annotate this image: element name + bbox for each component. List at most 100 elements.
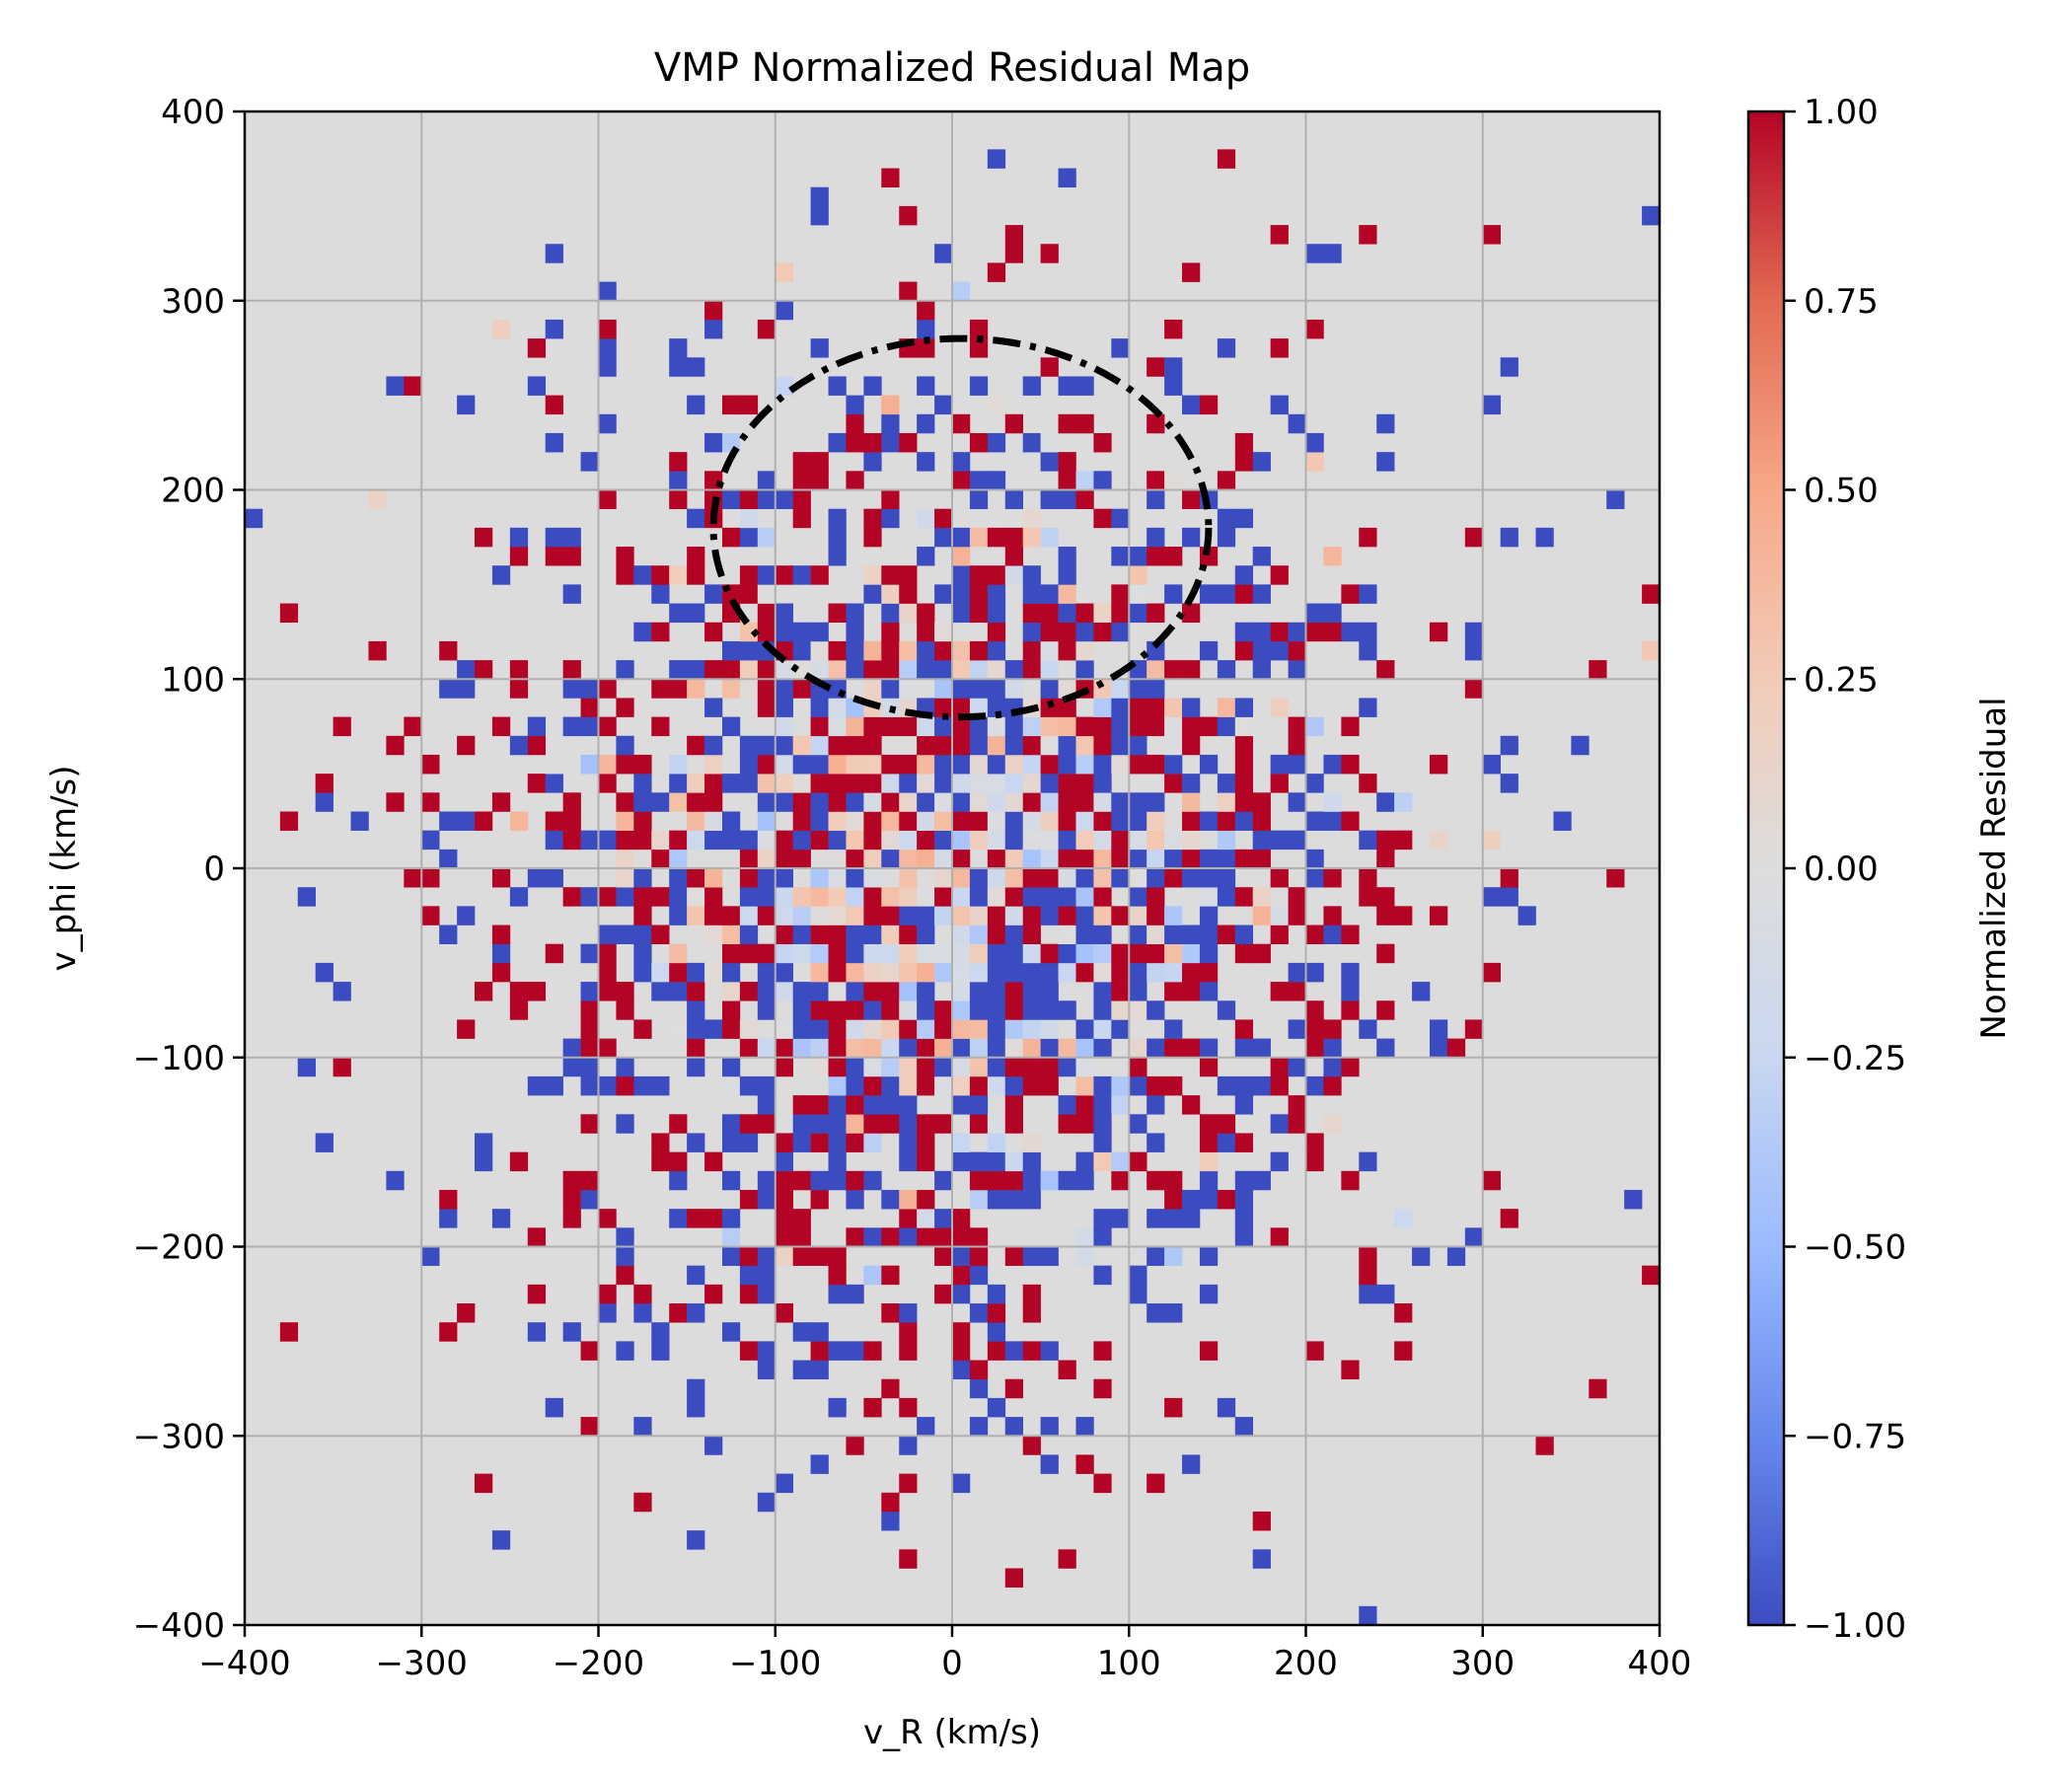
heatmap-cell bbox=[828, 943, 847, 964]
heatmap-cell bbox=[792, 1019, 811, 1039]
heatmap-cell bbox=[721, 1246, 741, 1266]
heatmap-cell bbox=[1217, 1397, 1236, 1418]
heatmap-cell bbox=[1040, 1454, 1059, 1474]
heatmap-cell bbox=[917, 603, 935, 624]
heatmap-cell bbox=[669, 1303, 688, 1323]
heatmap-cell bbox=[881, 1038, 900, 1059]
heatmap-cell bbox=[1022, 754, 1041, 775]
heatmap-cell bbox=[1270, 774, 1289, 793]
heatmap-cell bbox=[1234, 1189, 1254, 1210]
heatmap-cell bbox=[828, 792, 847, 812]
x-tick-label: 300 bbox=[1450, 1644, 1515, 1683]
heatmap-cell bbox=[881, 1189, 900, 1210]
heatmap-cell bbox=[1004, 716, 1023, 737]
heatmap-cell bbox=[899, 906, 918, 925]
heatmap-cell bbox=[1040, 584, 1059, 604]
heatmap-cell bbox=[562, 1322, 581, 1342]
heatmap-cell bbox=[1182, 982, 1201, 1001]
heatmap-cell bbox=[863, 1000, 882, 1020]
heatmap-cell bbox=[1500, 1209, 1518, 1228]
heatmap-cell bbox=[792, 792, 811, 812]
heatmap-cell bbox=[509, 811, 529, 831]
heatmap-cell bbox=[969, 660, 989, 680]
colorbar-tick-label: 0.25 bbox=[1804, 660, 1879, 700]
heatmap-cell bbox=[863, 432, 882, 453]
heatmap-cell bbox=[545, 1075, 563, 1096]
heatmap-cell bbox=[1217, 584, 1236, 604]
y-tick-label: 400 bbox=[161, 93, 225, 132]
heatmap-cell bbox=[917, 906, 935, 925]
heatmap-cell bbox=[792, 906, 811, 925]
heatmap-cell bbox=[987, 1322, 1006, 1342]
heatmap-cell bbox=[1305, 849, 1324, 869]
heatmap-cell bbox=[1040, 1417, 1059, 1437]
heatmap-cell bbox=[1164, 1397, 1183, 1418]
heatmap-cell bbox=[669, 471, 688, 490]
heatmap-cell bbox=[969, 1075, 989, 1096]
heatmap-cell bbox=[757, 1075, 777, 1096]
axes: −400 −300 −200 −100 0 100 200 300 40040030020010… bbox=[133, 93, 1692, 1683]
heatmap-cell bbox=[633, 754, 652, 775]
heatmap-cell bbox=[1093, 982, 1112, 1001]
heatmap-cell bbox=[1323, 1114, 1342, 1134]
heatmap-cell bbox=[917, 300, 935, 321]
heatmap-cell bbox=[792, 849, 811, 869]
heatmap-cell bbox=[899, 660, 918, 680]
heatmap-cell bbox=[917, 547, 935, 566]
heatmap-cell bbox=[739, 830, 759, 851]
heatmap-cell bbox=[969, 830, 989, 851]
heatmap-cell bbox=[704, 792, 723, 812]
heatmap-cell bbox=[598, 1209, 617, 1228]
heatmap-cell bbox=[669, 603, 688, 624]
heatmap-cell bbox=[1058, 716, 1076, 737]
heatmap-cell bbox=[1359, 225, 1377, 245]
heatmap-cell bbox=[1164, 1038, 1183, 1059]
heatmap-cell bbox=[1517, 906, 1536, 925]
heatmap-cell bbox=[792, 830, 811, 851]
heatmap-cell bbox=[1004, 1057, 1023, 1077]
heatmap-cell bbox=[509, 527, 529, 548]
heatmap-cell bbox=[1040, 432, 1059, 453]
heatmap-cell bbox=[562, 1209, 581, 1228]
heatmap-cell bbox=[616, 735, 634, 756]
heatmap-cell bbox=[669, 565, 688, 585]
heatmap-cell bbox=[687, 357, 705, 377]
heatmap-cell bbox=[969, 1038, 989, 1059]
heatmap-cell bbox=[775, 735, 793, 756]
heatmap-cell bbox=[1075, 1095, 1094, 1115]
heatmap-cell bbox=[899, 1075, 918, 1096]
heatmap-cell bbox=[1288, 830, 1306, 851]
heatmap-cell bbox=[687, 1265, 705, 1286]
heatmap-cell bbox=[899, 1038, 918, 1059]
heatmap-cell bbox=[969, 1151, 989, 1172]
heatmap-cell bbox=[1004, 244, 1023, 263]
heatmap-cell bbox=[917, 1417, 935, 1437]
heatmap-cell bbox=[669, 754, 688, 775]
heatmap-cell bbox=[721, 660, 741, 680]
heatmap-cell bbox=[952, 1341, 971, 1361]
heatmap-cell bbox=[810, 1246, 829, 1266]
heatmap-cell bbox=[1022, 716, 1041, 737]
heatmap-cell bbox=[1270, 1057, 1289, 1077]
heatmap-cell bbox=[1234, 584, 1254, 604]
heatmap-cell bbox=[899, 1000, 918, 1020]
heatmap-cell bbox=[1359, 584, 1377, 604]
heatmap-cell bbox=[846, 640, 864, 661]
heatmap-cell bbox=[934, 1057, 953, 1077]
heatmap-cell bbox=[439, 1189, 458, 1210]
heatmap-cell bbox=[952, 943, 971, 964]
heatmap-cell bbox=[881, 774, 900, 793]
heatmap-cell bbox=[863, 849, 882, 869]
heatmap-cell bbox=[881, 1000, 900, 1020]
heatmap-cell bbox=[952, 698, 971, 717]
heatmap-cell bbox=[1075, 754, 1094, 775]
heatmap-cell bbox=[1252, 1549, 1271, 1569]
heatmap-cell bbox=[899, 205, 918, 226]
heatmap-cell bbox=[1004, 792, 1023, 812]
heatmap-cell bbox=[810, 1341, 829, 1361]
heatmap-cell bbox=[721, 640, 741, 661]
heatmap-cell bbox=[1606, 868, 1625, 888]
heatmap-cell bbox=[1129, 1057, 1147, 1077]
colorbar-tick-label: −1.00 bbox=[1804, 1606, 1906, 1646]
heatmap-cell bbox=[952, 565, 971, 585]
